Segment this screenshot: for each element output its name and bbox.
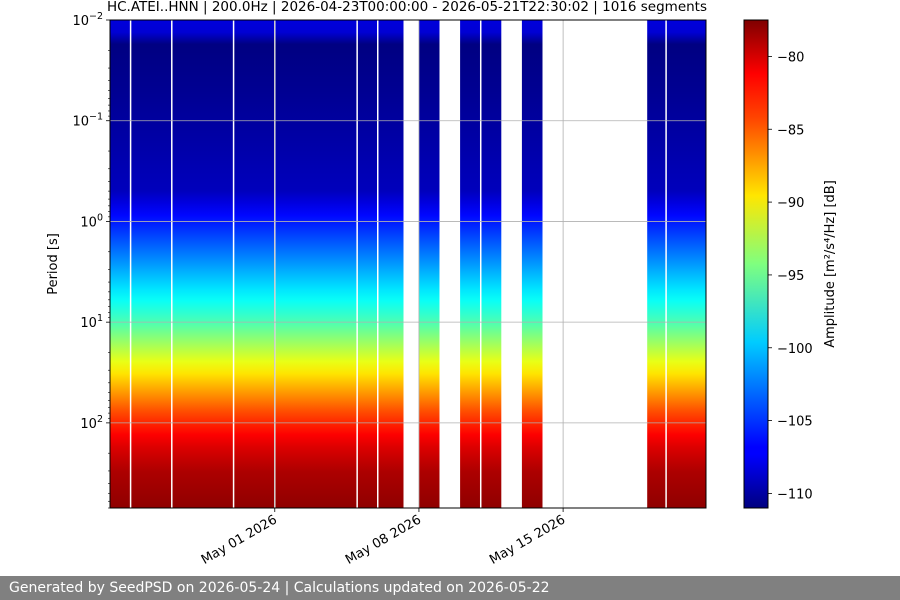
- colorbar-tick-label-2: −85: [777, 123, 804, 138]
- plot-frame: [109, 19, 707, 509]
- colorbar-tick-label-4: −95: [777, 269, 804, 284]
- chart-title: HC.ATEI..HNN | 200.0Hz | 2026-04-23T00:0…: [107, 0, 707, 15]
- colorbar-tick-label-5: −100: [777, 342, 813, 357]
- y-tick-label-1: 10−2: [72, 11, 103, 29]
- colorbar-axis: −80 −85 −90 −95 −100 −105 −110: [768, 50, 813, 502]
- data-interval-4: [521, 20, 543, 508]
- data-interval-1: [110, 20, 404, 508]
- data-interval-5: [647, 20, 706, 508]
- footer-bar: Generated by SeedPSD on 2026-05-24 | Cal…: [0, 576, 900, 600]
- colorbar-tick-label-1: −80: [777, 50, 804, 65]
- x-tick-label-1: May 01 2026: [199, 512, 280, 567]
- footer-text: Generated by SeedPSD on 2026-05-24 | Cal…: [9, 580, 550, 596]
- colorbar-tick-label-6: −105: [777, 415, 813, 430]
- x-axis: May 01 2026 May 08 2026 May 15 2026: [199, 508, 568, 568]
- y-axis-label: Period [s]: [46, 233, 61, 295]
- y-tick-label-5: 102: [80, 414, 103, 432]
- spectrogram-area: [110, 20, 706, 508]
- x-tick-label-3: May 15 2026: [487, 512, 568, 567]
- colorbar-label: Amplitude [m²/s⁴/Hz] [dB]: [823, 180, 838, 348]
- colorbar-tick-label-3: −90: [777, 196, 804, 211]
- colorbar: [743, 19, 769, 509]
- y-axis: 10−2 10−1 100 101 102: [72, 11, 110, 509]
- colorbar-tick-label-7: −110: [777, 487, 813, 502]
- data-interval-2: [418, 20, 440, 508]
- spectrogram-chart: HC.ATEI..HNN | 200.0Hz | 2026-04-23T00:0…: [46, 0, 838, 568]
- y-tick-label-4: 101: [80, 313, 103, 331]
- y-tick-label-3: 100: [80, 212, 103, 230]
- x-tick-label-2: May 08 2026: [343, 512, 424, 567]
- y-tick-label-2: 10−1: [72, 112, 103, 130]
